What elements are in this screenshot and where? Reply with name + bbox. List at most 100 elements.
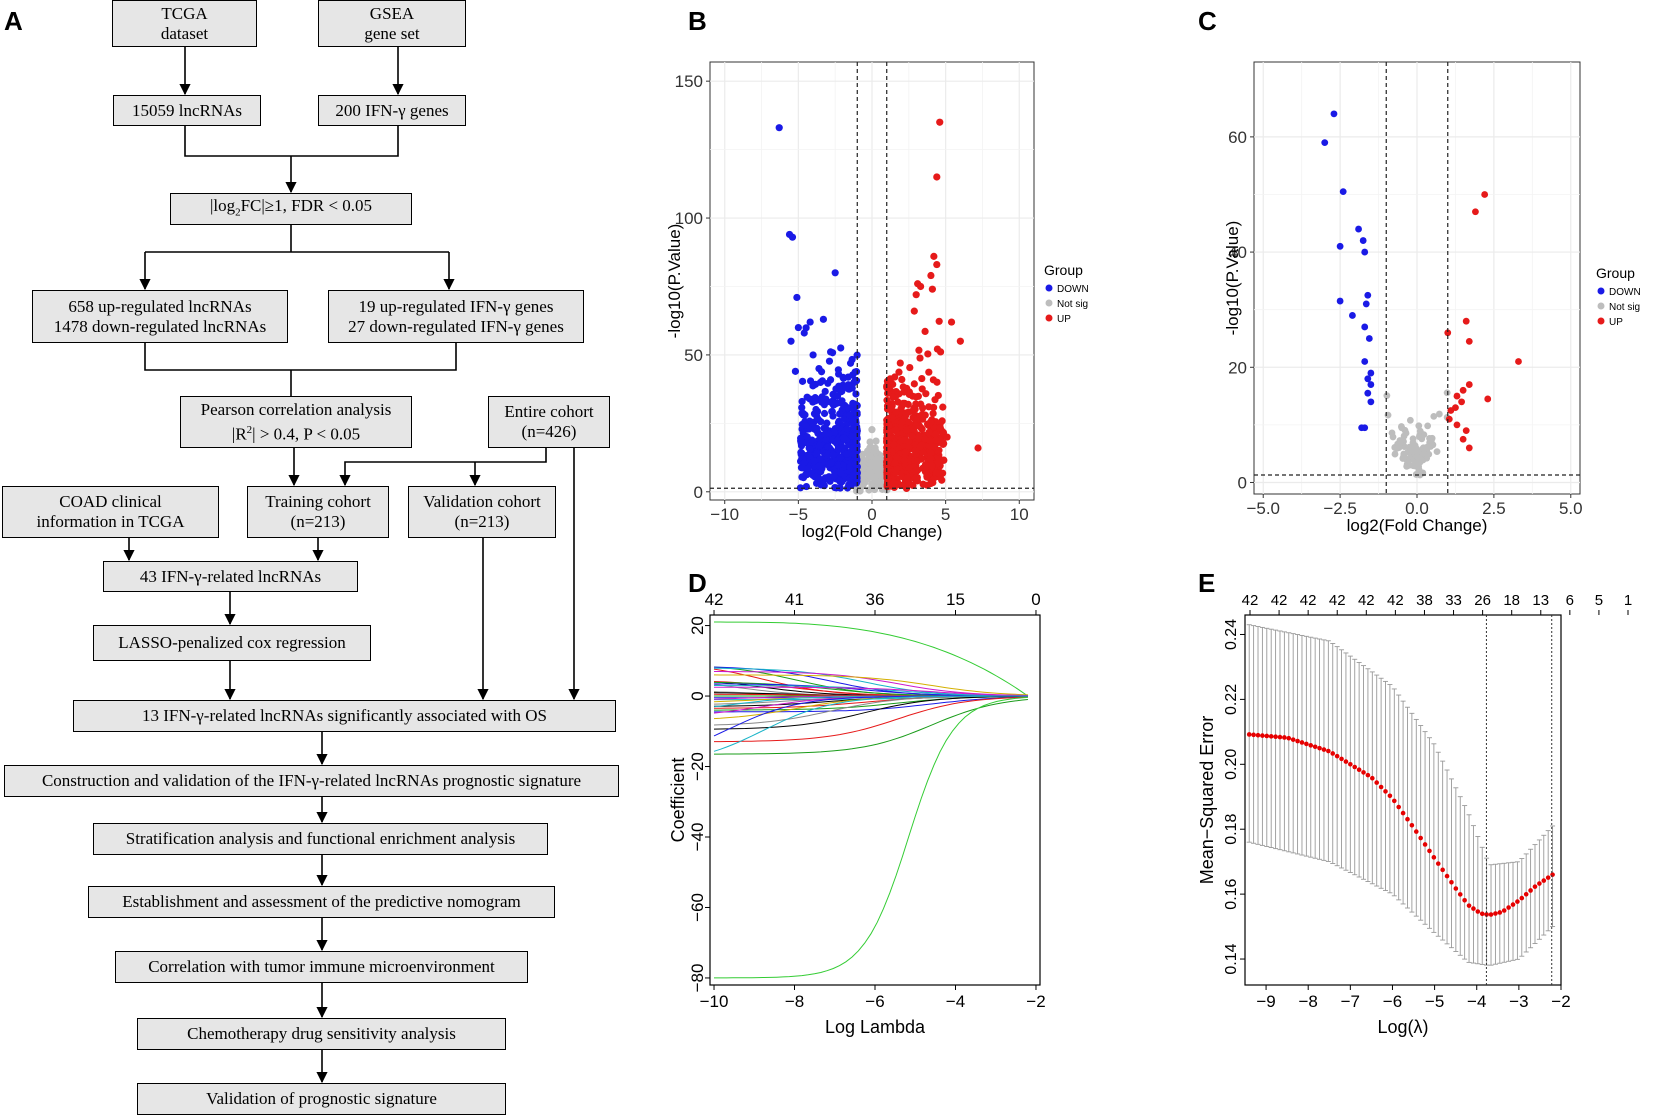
point-down bbox=[800, 419, 808, 427]
point-up bbox=[910, 307, 918, 315]
top-tick-label: 13 bbox=[1532, 592, 1549, 609]
top-tick-label: 42 bbox=[1329, 592, 1346, 609]
x-tick-label: −4 bbox=[1467, 992, 1486, 1011]
legend-label: DOWN bbox=[1057, 284, 1089, 295]
y-tick-label: 40 bbox=[1228, 243, 1247, 262]
y-tick-label: −20 bbox=[688, 752, 707, 781]
mse-point bbox=[1515, 899, 1520, 904]
point-up bbox=[887, 404, 895, 413]
point-up bbox=[936, 118, 944, 126]
lasso-text: LASSO-penalized cox regression bbox=[118, 633, 346, 652]
point-up bbox=[902, 409, 910, 417]
point-up bbox=[943, 433, 951, 441]
validation-signature-box: Validation of prognostic signature bbox=[137, 1083, 506, 1115]
point-not-sig bbox=[1391, 450, 1399, 458]
point-not-sig bbox=[866, 472, 874, 481]
point-down bbox=[815, 474, 823, 483]
point-up bbox=[908, 432, 916, 440]
mse-point bbox=[1550, 872, 1555, 877]
y-tick-label: 0.24 bbox=[1223, 619, 1240, 650]
point-up bbox=[1453, 421, 1461, 429]
mse-point bbox=[1523, 891, 1529, 897]
point-down bbox=[821, 430, 829, 439]
tcga-dataset-box: TCGA dataset bbox=[112, 0, 257, 47]
point-up bbox=[910, 380, 918, 388]
plot-frame bbox=[709, 614, 1041, 986]
immune-text: Correlation with tumor immune microenvir… bbox=[148, 957, 495, 976]
coad-line1: COAD clinical bbox=[59, 492, 162, 511]
mse-point bbox=[1528, 888, 1533, 893]
point-not-sig bbox=[1396, 437, 1404, 444]
mse-point bbox=[1519, 895, 1525, 901]
mse-point bbox=[1317, 745, 1322, 751]
points-group bbox=[775, 118, 982, 495]
point-down bbox=[829, 451, 837, 459]
tcga-line1: TCGA bbox=[161, 3, 208, 23]
point-down bbox=[828, 407, 836, 416]
x-tick-label: 0 bbox=[867, 505, 876, 524]
x-tick-label: −2.5 bbox=[1323, 499, 1357, 518]
point-not-sig bbox=[872, 466, 881, 475]
point-up bbox=[901, 448, 909, 457]
point-down bbox=[849, 444, 857, 453]
y-tick-label: 0 bbox=[688, 691, 707, 700]
mse-point bbox=[1273, 734, 1278, 739]
mse-point bbox=[1330, 751, 1336, 756]
point-up bbox=[884, 443, 892, 451]
validation-line2: (n=213) bbox=[454, 512, 510, 531]
mse-point bbox=[1484, 912, 1489, 917]
point-down bbox=[1361, 248, 1369, 256]
point-up bbox=[933, 173, 941, 181]
mse-point bbox=[1431, 855, 1437, 860]
top-tick-label: 33 bbox=[1445, 592, 1462, 609]
point-down bbox=[803, 393, 811, 401]
lncrna-count-box: 15059 lncRNAs bbox=[113, 95, 261, 126]
legend-swatch bbox=[1045, 299, 1053, 307]
gsea-line2: gene set bbox=[364, 23, 420, 43]
mse-point bbox=[1545, 875, 1551, 880]
mse-point bbox=[1286, 735, 1292, 741]
stratification-text: Stratification analysis and functional e… bbox=[125, 829, 516, 848]
panel-letter-d: D bbox=[688, 568, 707, 598]
ifn-gene-count-text: 200 IFN-γ genes bbox=[335, 100, 449, 120]
point-up bbox=[939, 403, 947, 411]
filter-sub: 2 bbox=[235, 206, 241, 219]
point-up bbox=[889, 393, 897, 401]
coefficient-path bbox=[714, 696, 1028, 979]
pearson-line2: |R2| > 0.4, P < 0.05 bbox=[232, 420, 360, 445]
deg-lncrna-up: 658 up-regulated lncRNAs bbox=[68, 296, 252, 316]
point-down bbox=[844, 404, 852, 412]
point-up bbox=[902, 426, 911, 434]
mse-point bbox=[1348, 761, 1353, 767]
point-up bbox=[899, 383, 907, 391]
point-down bbox=[852, 377, 861, 385]
point-up bbox=[1458, 398, 1465, 406]
y-axis-title: -log10(P.Value) bbox=[1223, 221, 1242, 336]
top-tick-label: 42 bbox=[1387, 592, 1404, 609]
point-up bbox=[1481, 191, 1489, 198]
point-up bbox=[1462, 427, 1470, 435]
legend-label: DOWN bbox=[1609, 287, 1641, 298]
point-up bbox=[929, 409, 937, 418]
pearson-post: | > 0.4, P < 0.05 bbox=[252, 424, 361, 444]
mse-point bbox=[1440, 867, 1445, 873]
mse-point bbox=[1427, 848, 1432, 854]
point-down bbox=[844, 381, 852, 389]
point-down bbox=[798, 404, 806, 412]
x-tick-label: −5.0 bbox=[1246, 499, 1280, 518]
point-up bbox=[930, 252, 938, 260]
point-up bbox=[914, 392, 922, 400]
point-up bbox=[897, 404, 905, 412]
legend-label: UP bbox=[1609, 317, 1623, 328]
legend-title: Group bbox=[1596, 265, 1635, 281]
x-tick-label: 0.0 bbox=[1405, 499, 1429, 518]
point-up bbox=[906, 363, 914, 372]
point-not-sig bbox=[1388, 429, 1396, 437]
mse-point bbox=[1541, 878, 1547, 883]
point-not-sig bbox=[1409, 435, 1417, 443]
x-tick-label: −8 bbox=[785, 992, 804, 1011]
lasso-coefficient-plot-d: −10 −8 −6 −4 −2 42 41 36 15 0 −80 −60 −40 −20 0 20 Log L… bbox=[668, 590, 1046, 1037]
point-not-sig bbox=[1403, 462, 1411, 470]
point-down bbox=[1321, 139, 1329, 147]
point-up bbox=[912, 422, 920, 430]
